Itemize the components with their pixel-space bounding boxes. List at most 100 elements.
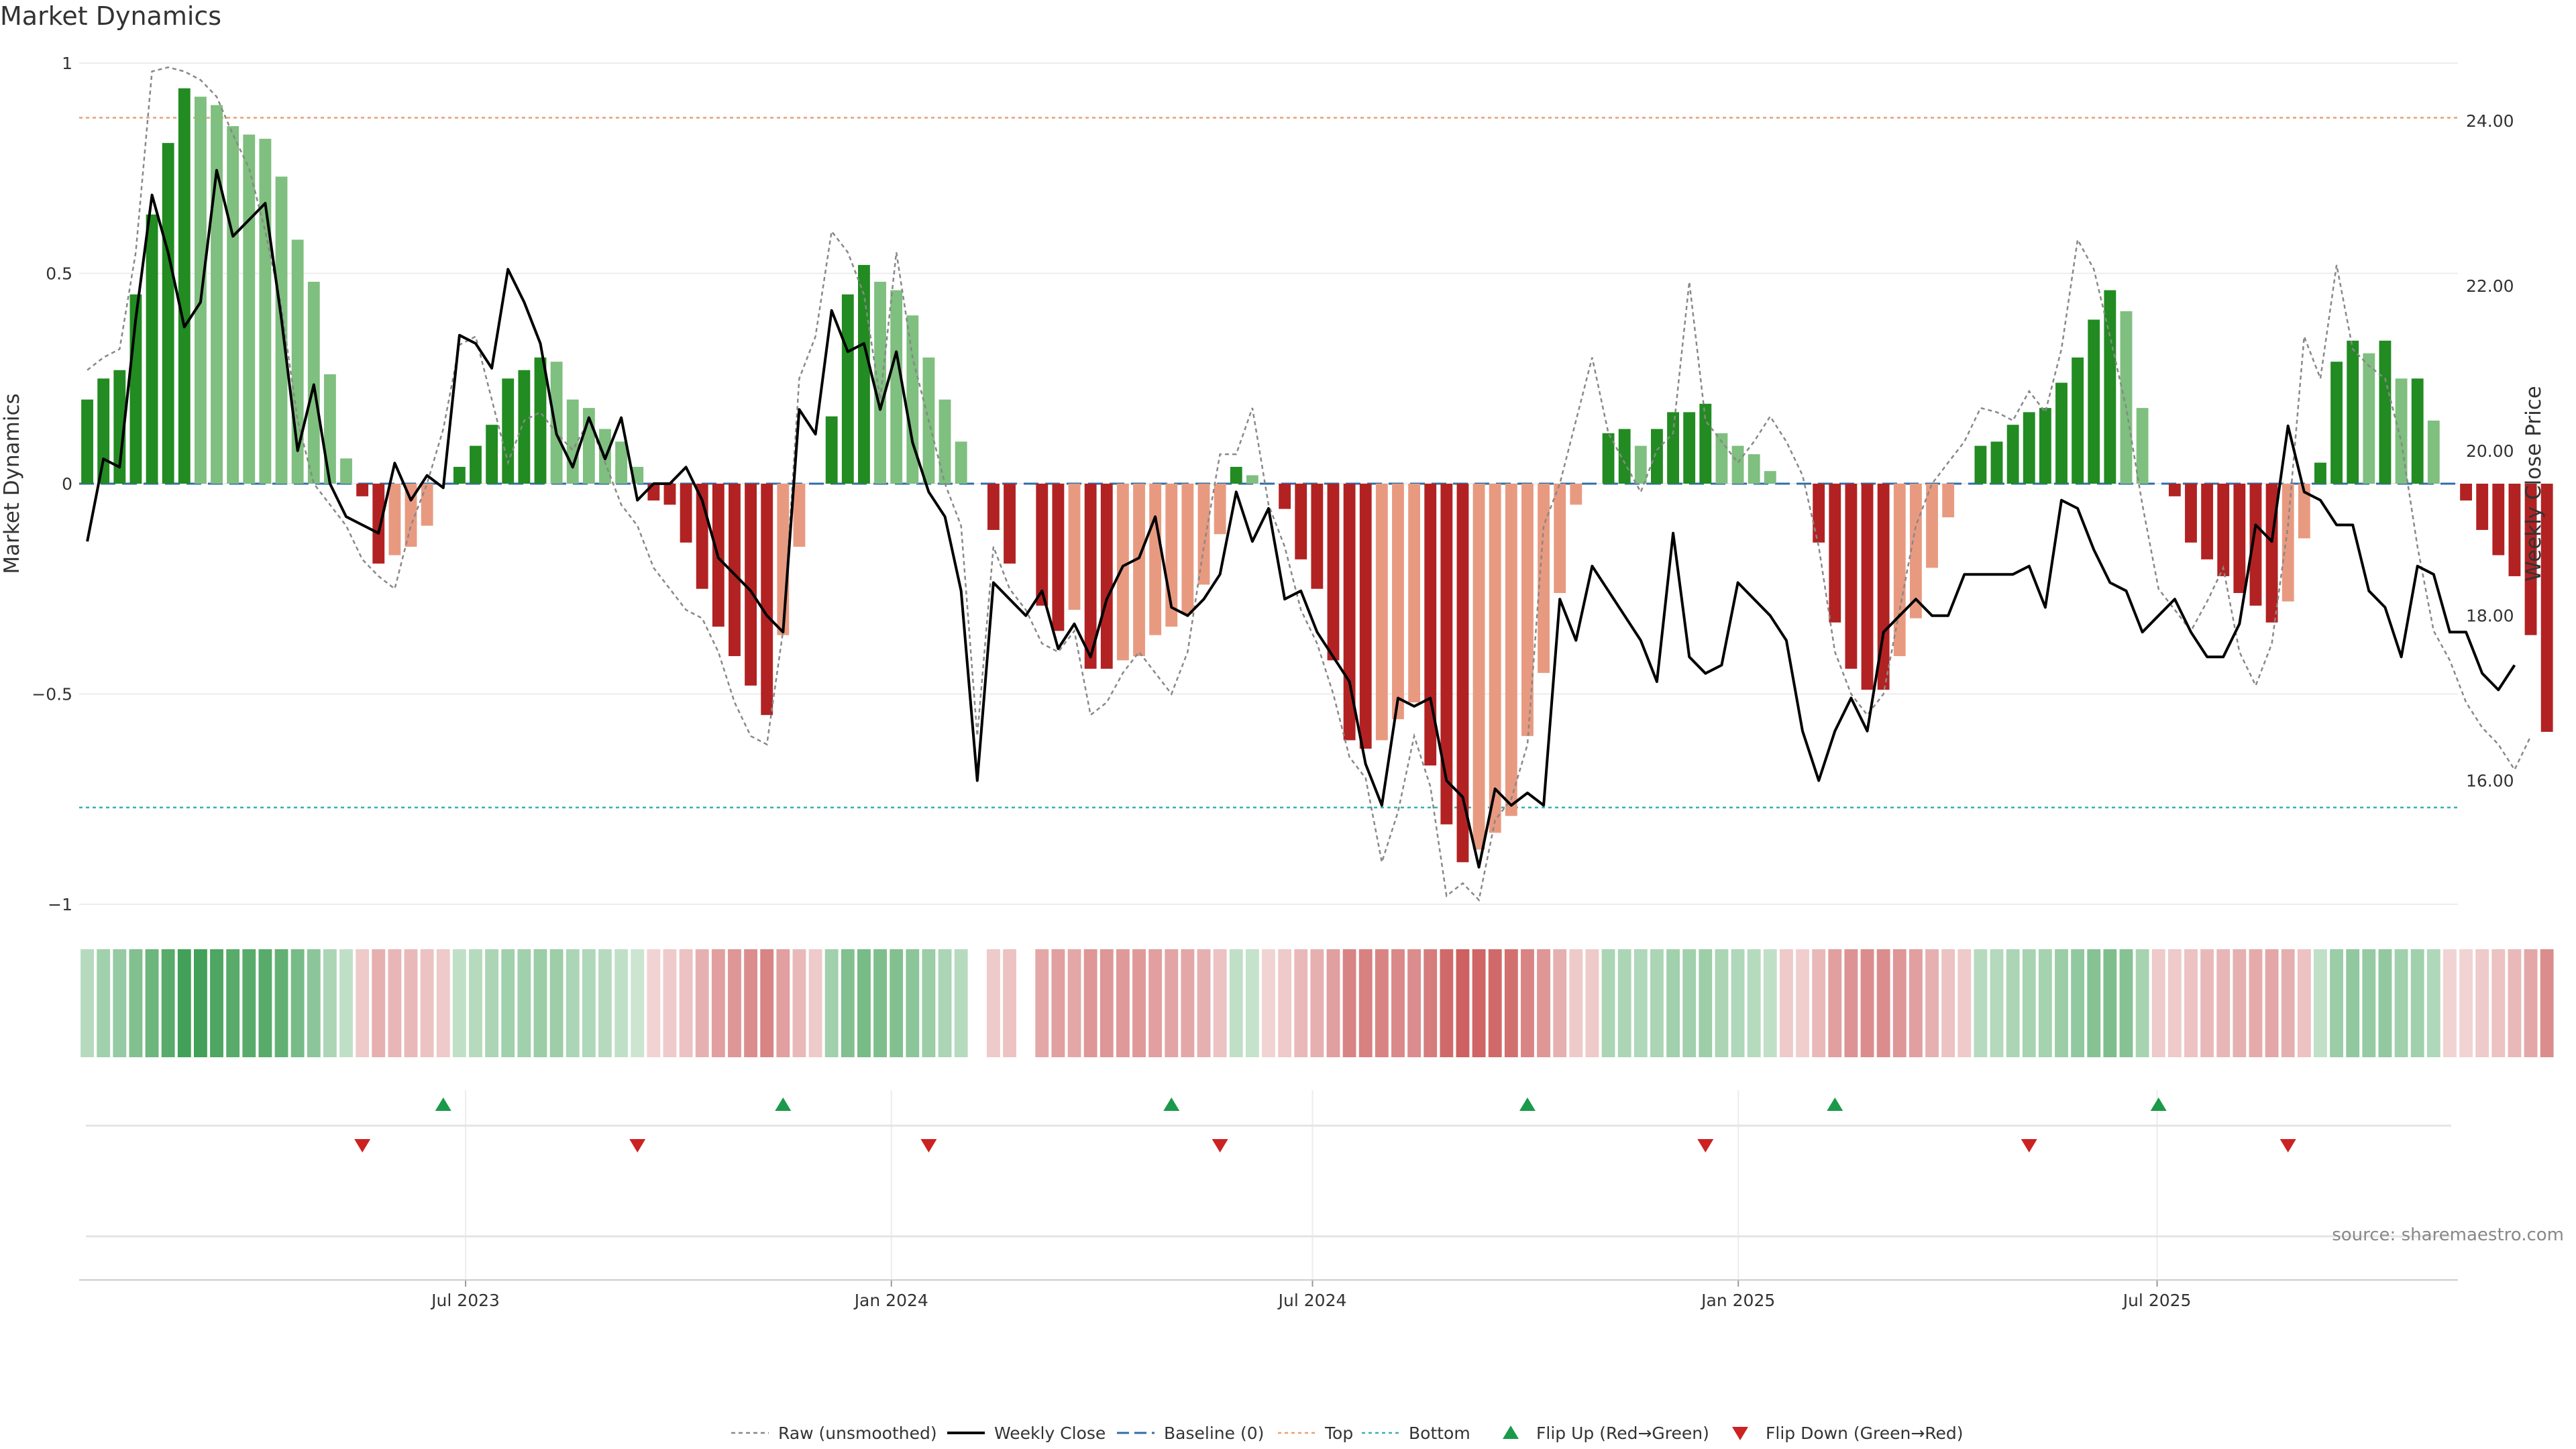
dynamics-bar bbox=[1731, 445, 1744, 484]
strip-cell bbox=[2038, 949, 2052, 1057]
x-tick-label: Jul 2024 bbox=[1277, 1291, 1347, 1310]
strip-cell bbox=[1569, 949, 1583, 1057]
grid-layer bbox=[79, 62, 2458, 1280]
flip-down-marker bbox=[2279, 1139, 2296, 1152]
dynamics-bar bbox=[550, 362, 563, 484]
strip-cell bbox=[2346, 949, 2360, 1057]
strip-cell bbox=[2459, 949, 2473, 1057]
legend-flip-down-label: Flip Down (Green→Red) bbox=[1766, 1424, 1964, 1443]
strip-cell bbox=[2135, 949, 2149, 1057]
axes: 1 0.5 0 −0.5 −1 24.00 22.00 20.00 18.00 16.00 Jul … bbox=[0, 54, 2546, 1310]
dynamics-bar bbox=[1667, 412, 1679, 484]
strip-cell bbox=[1099, 949, 1114, 1057]
flip-down-marker bbox=[2021, 1139, 2037, 1152]
strip-cell bbox=[2151, 949, 2165, 1057]
strip-cell bbox=[1456, 949, 1470, 1057]
dynamics-bar bbox=[178, 88, 191, 484]
dynamics-bar bbox=[2476, 484, 2489, 530]
strip-cell bbox=[1666, 949, 1680, 1057]
strip-cell bbox=[2443, 949, 2457, 1057]
x-tick-label: Jan 2024 bbox=[853, 1291, 928, 1310]
strip-cell bbox=[1925, 949, 1939, 1057]
strip-cell bbox=[986, 949, 1000, 1057]
dynamics-bar bbox=[1505, 484, 1517, 816]
dynamics-bar bbox=[2379, 340, 2392, 484]
dynamics-bar bbox=[1052, 484, 1065, 631]
dynamics-bar bbox=[1489, 484, 1501, 833]
dynamics-bar bbox=[1084, 484, 1097, 669]
strip-cell bbox=[1440, 949, 1454, 1057]
legend-flip-up-swatch bbox=[1503, 1426, 1519, 1439]
strip-cell bbox=[1974, 949, 1988, 1057]
strip-cell bbox=[1957, 949, 1972, 1057]
dynamics-bar bbox=[1861, 484, 1874, 690]
dynamics-bar bbox=[2347, 340, 2359, 484]
strip-cell bbox=[711, 949, 725, 1057]
strip-cell bbox=[1504, 949, 1518, 1057]
legend-close-label: Weekly Close bbox=[994, 1424, 1106, 1443]
strip-cell bbox=[2087, 949, 2101, 1057]
strip-cell bbox=[1407, 949, 1421, 1057]
y-tick-label: −0.5 bbox=[32, 685, 72, 704]
strip-cell bbox=[2426, 949, 2440, 1057]
dynamics-bar bbox=[356, 484, 369, 496]
dynamics-bar bbox=[146, 214, 158, 484]
dynamics-bar bbox=[729, 484, 741, 657]
y-tick-label: 0.5 bbox=[46, 264, 72, 284]
strip-cell bbox=[1472, 949, 1486, 1057]
weekly-close-line bbox=[86, 168, 2516, 869]
dynamics-bar bbox=[1554, 484, 1566, 594]
strip-cell bbox=[582, 949, 596, 1057]
dynamics-bar bbox=[1942, 484, 1955, 518]
strip-cell bbox=[420, 949, 434, 1057]
strip-cell bbox=[1876, 949, 1890, 1057]
dynamics-bar bbox=[2508, 484, 2521, 576]
strip-cell bbox=[161, 949, 175, 1057]
dynamics-bar bbox=[1618, 429, 1631, 484]
strip-cell bbox=[2475, 949, 2489, 1057]
dynamics-bar bbox=[1683, 412, 1696, 484]
strip-cell bbox=[776, 949, 790, 1057]
dynamics-bar bbox=[2233, 484, 2246, 594]
dynamics-bar bbox=[1538, 484, 1550, 674]
strip-cell bbox=[614, 949, 629, 1057]
strip-cell bbox=[841, 949, 855, 1057]
strip-cell bbox=[857, 949, 871, 1057]
strip-cell bbox=[938, 949, 952, 1057]
strip-cell bbox=[1537, 949, 1551, 1057]
strip-cell bbox=[1003, 949, 1016, 1057]
dynamics-bar bbox=[1909, 484, 1922, 619]
dynamics-bar bbox=[2540, 484, 2553, 732]
y-right-tick-label: 16.00 bbox=[2466, 771, 2514, 791]
chart-title: Market Dynamics bbox=[0, 1, 222, 31]
dynamics-bar bbox=[323, 374, 336, 484]
dynamics-bar bbox=[388, 484, 401, 555]
strip-cell bbox=[2410, 949, 2424, 1057]
flip-up-marker bbox=[2150, 1097, 2167, 1111]
strip-cell bbox=[533, 949, 547, 1057]
dynamics-bar bbox=[1990, 441, 2003, 484]
dynamics-bar bbox=[113, 370, 126, 484]
strip-cell bbox=[890, 949, 904, 1057]
strip-cell bbox=[226, 949, 240, 1057]
strip-cell bbox=[2200, 949, 2214, 1057]
dynamics-bar bbox=[2298, 484, 2310, 539]
dynamics-bar bbox=[825, 416, 838, 484]
dynamics-bar bbox=[1926, 484, 1938, 568]
strip-cell bbox=[906, 949, 920, 1057]
dynamics-bar bbox=[938, 399, 951, 484]
dynamics-bar bbox=[2104, 290, 2116, 484]
strip-cell bbox=[1650, 949, 1664, 1057]
x-tick-label: Jan 2025 bbox=[1700, 1291, 1775, 1310]
strip-cell bbox=[258, 949, 272, 1057]
strip-cell bbox=[1892, 949, 1907, 1057]
dynamics-bar bbox=[2023, 412, 2035, 484]
strip-cell bbox=[1909, 949, 1923, 1057]
strip-cell bbox=[2540, 949, 2554, 1057]
dynamics-bar bbox=[2088, 319, 2100, 484]
strip-cell bbox=[356, 949, 370, 1057]
flip-down-marker bbox=[920, 1139, 937, 1152]
strip-cell bbox=[2297, 949, 2311, 1057]
dynamics-bar bbox=[1424, 484, 1437, 766]
strip-cell bbox=[210, 949, 223, 1057]
